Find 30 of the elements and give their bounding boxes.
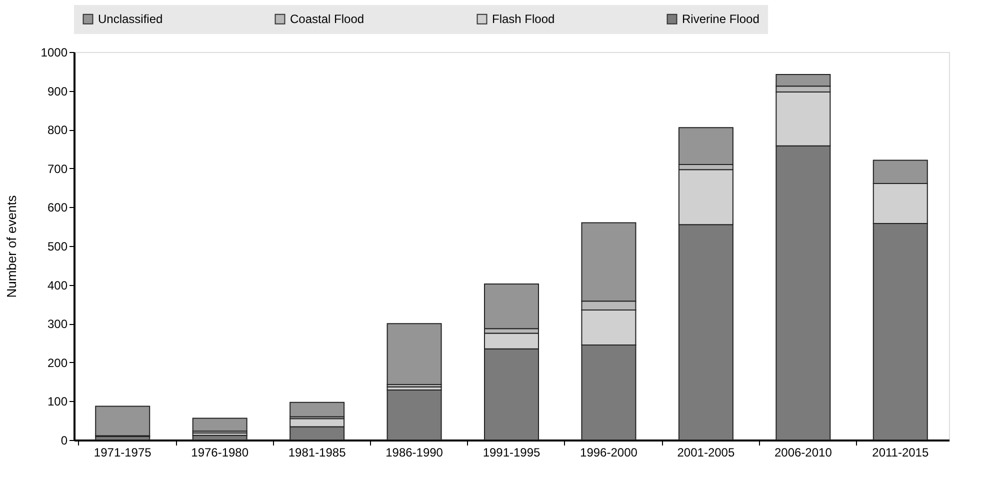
- legend-label: Riverine Flood: [682, 12, 760, 26]
- x-tick-label: 1981-1985: [288, 446, 346, 460]
- y-tick-label: 1000: [40, 46, 68, 60]
- bar: [386, 389, 442, 440]
- y-tick-label: 900: [47, 84, 68, 98]
- legend-label: Coastal Flood: [290, 12, 364, 26]
- y-tick-label: 100: [47, 394, 68, 409]
- y-tick-label: 400: [47, 278, 68, 292]
- bar: [192, 418, 248, 432]
- x-tick-label: 1976-1980: [191, 446, 249, 460]
- y-tick-label: 0: [60, 434, 68, 448]
- y-tick-label: 800: [47, 123, 68, 138]
- x-tick-label: 1996-2000: [580, 446, 638, 460]
- y-axis-title: Number of events: [4, 194, 19, 298]
- legend-label: Flash Flood: [492, 12, 555, 26]
- x-tick-label: 1986-1990: [386, 446, 444, 460]
- x-tick-label: 2011-2015: [872, 446, 929, 460]
- bar: [95, 406, 150, 436]
- y-tick-label: 300: [47, 317, 68, 332]
- y-tick-label: 700: [47, 162, 68, 176]
- bar: [290, 402, 345, 418]
- x-tick-label: 1971-1975: [94, 446, 152, 460]
- y-tick-label: 200: [47, 356, 68, 370]
- bar: [386, 323, 442, 386]
- legend-label: Unclassified: [98, 12, 163, 26]
- x-tick-label: 1991-1995: [482, 446, 541, 460]
- x-tick-label: 2006-2010: [774, 446, 832, 460]
- x-tick-label: 2001-2005: [677, 446, 735, 460]
- y-tick-label: 600: [47, 200, 68, 215]
- y-tick-label: 500: [47, 240, 68, 254]
